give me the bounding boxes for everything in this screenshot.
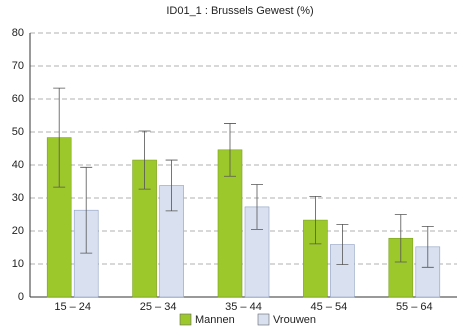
chart-title: ID01_1 : Brussels Gewest (%) <box>166 5 313 17</box>
error-bar <box>138 130 151 190</box>
x-tick-label: 55 – 64 <box>396 301 433 313</box>
y-tick-label: 60 <box>12 93 24 105</box>
error-bar <box>224 123 236 177</box>
error-bar <box>309 195 322 245</box>
legend-swatch <box>179 313 192 326</box>
y-tick-label: 20 <box>12 225 24 237</box>
error-bar <box>53 87 66 188</box>
error-bar <box>251 184 263 230</box>
y-tick-label: 50 <box>12 126 24 138</box>
x-tick-label: 45 – 54 <box>311 301 348 313</box>
y-tick-label: 10 <box>12 258 24 270</box>
x-tick-label: 35 – 44 <box>225 301 262 313</box>
x-tick-label: 25 – 34 <box>140 301 177 313</box>
error-bar <box>336 224 349 266</box>
y-tick-label: 0 <box>18 291 24 303</box>
x-tick-label: 15 – 24 <box>54 301 91 313</box>
legend-swatch <box>257 313 270 326</box>
legend-label: Vrouwen <box>273 314 316 326</box>
legend-label: Mannen <box>195 314 235 326</box>
error-bar <box>394 214 407 263</box>
y-tick-label: 40 <box>12 159 24 171</box>
y-tick-label: 70 <box>12 60 24 72</box>
error-bar <box>421 225 434 268</box>
y-tick-label: 30 <box>12 192 24 204</box>
y-tick-label: 80 <box>12 27 24 39</box>
error-bar <box>165 159 178 212</box>
error-bar <box>80 166 93 254</box>
